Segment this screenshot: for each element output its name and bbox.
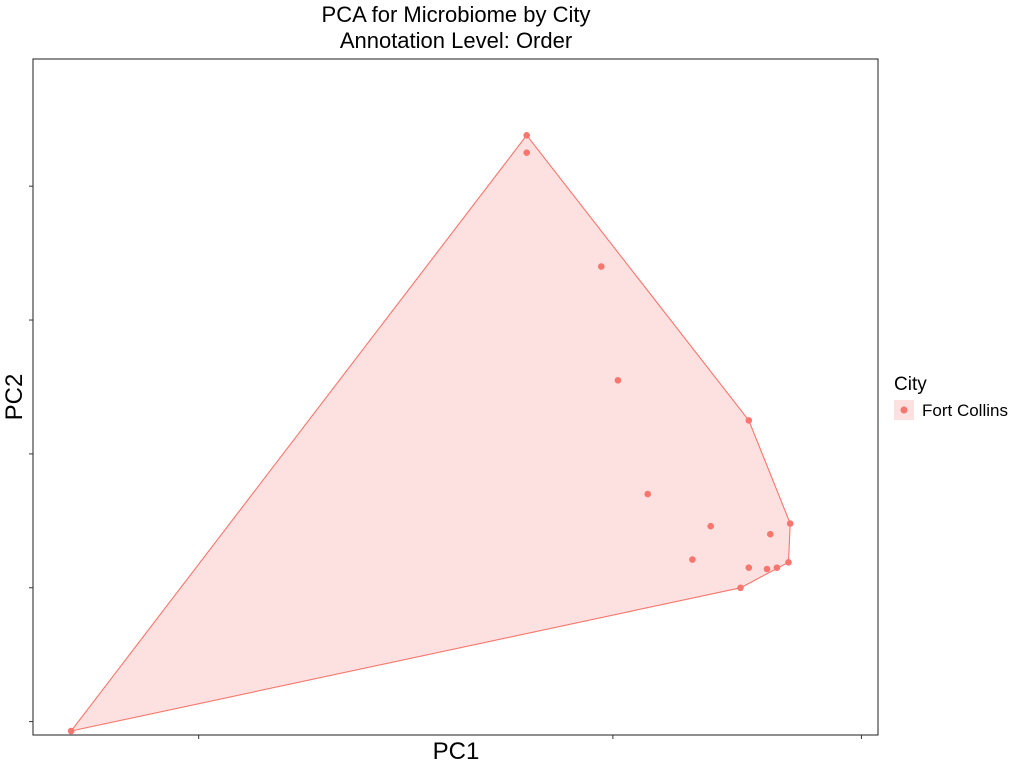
data-point-14 — [523, 149, 530, 156]
data-point-9 — [707, 522, 714, 530]
hull-polygon-0 — [69, 134, 791, 732]
data-point-15 — [523, 132, 530, 139]
data-point-13 — [598, 263, 605, 270]
data-point-10 — [689, 556, 696, 563]
chart-subtitle: Annotation Level: Order — [340, 28, 572, 53]
data-point-1 — [737, 584, 744, 592]
data-point-8 — [745, 417, 753, 424]
data-point-11 — [644, 490, 651, 498]
plot-area — [67, 132, 794, 735]
axis-ticks — [29, 185, 862, 739]
plot-panel-border — [32, 58, 879, 736]
legend-title: City — [894, 374, 927, 395]
data-point-3 — [785, 559, 792, 566]
legend-label-fort-collins: Fort Collins — [922, 401, 1008, 420]
legend: City Fort Collins — [894, 374, 1008, 420]
data-point-6 — [745, 564, 753, 571]
x-axis-title: PC1 — [433, 738, 480, 765]
legend-key-point — [900, 406, 908, 414]
chart-title: PCA for Microbiome by City — [322, 2, 591, 27]
data-point-2 — [786, 520, 794, 527]
data-point-0 — [67, 727, 75, 735]
y-axis-title: PC2 — [1, 374, 28, 421]
data-point-12 — [614, 377, 622, 384]
data-point-4 — [773, 564, 781, 571]
data-point-7 — [767, 530, 774, 538]
data-point-5 — [763, 565, 771, 573]
